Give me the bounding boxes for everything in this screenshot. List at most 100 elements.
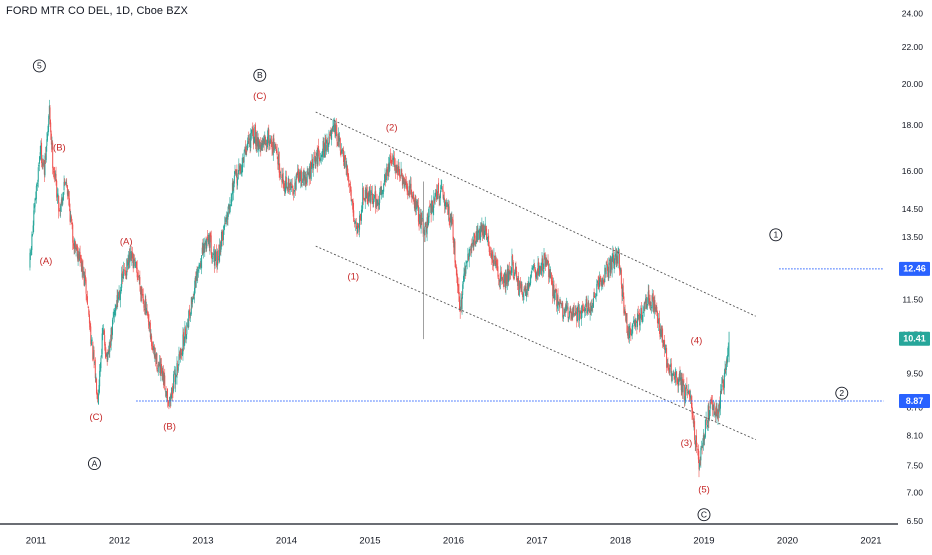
y-tick-label: 14.50 bbox=[902, 204, 924, 214]
candle-body bbox=[324, 137, 326, 152]
candle-body bbox=[645, 298, 647, 304]
candle-body bbox=[160, 365, 162, 375]
candle-body bbox=[147, 313, 149, 322]
candle-body bbox=[159, 361, 161, 376]
candle-body bbox=[80, 257, 82, 259]
candle-body bbox=[53, 171, 55, 173]
candle-body bbox=[39, 152, 41, 155]
candle-body bbox=[195, 271, 197, 281]
candle-body bbox=[494, 258, 496, 266]
candle-body bbox=[696, 445, 698, 448]
candle-body bbox=[29, 252, 31, 268]
price-tag bbox=[899, 261, 930, 276]
candle-body bbox=[155, 353, 157, 361]
candle-body bbox=[203, 244, 205, 253]
candle-body bbox=[376, 198, 378, 207]
candle-body bbox=[490, 253, 492, 258]
candle-body bbox=[37, 167, 39, 182]
candle-body bbox=[47, 126, 49, 135]
candle-body bbox=[657, 321, 659, 323]
candle-body bbox=[709, 402, 711, 409]
candle-body bbox=[154, 353, 156, 357]
candle-body bbox=[314, 157, 316, 163]
candle-body bbox=[206, 236, 208, 239]
candle-body bbox=[280, 174, 282, 178]
candle-body bbox=[642, 311, 644, 322]
candle-body bbox=[132, 252, 134, 259]
candle-body bbox=[505, 273, 507, 288]
candle-body bbox=[119, 291, 121, 299]
candle-body bbox=[636, 323, 638, 328]
candle-body bbox=[716, 407, 718, 414]
candle-body bbox=[125, 273, 127, 276]
candle-body bbox=[362, 187, 364, 199]
candle-body bbox=[349, 183, 351, 186]
candle-body bbox=[329, 134, 331, 136]
candle-body bbox=[472, 242, 474, 244]
candle-body bbox=[655, 307, 657, 312]
candle-body bbox=[530, 275, 532, 284]
candle-body bbox=[614, 253, 616, 257]
candle-body bbox=[561, 302, 563, 307]
candle-body bbox=[194, 277, 196, 288]
candle-body bbox=[574, 313, 576, 315]
candle-body bbox=[704, 436, 706, 439]
candle-body bbox=[630, 329, 632, 337]
candle-body bbox=[327, 142, 329, 151]
candle-body bbox=[328, 136, 330, 145]
circle-wave-marker bbox=[87, 457, 101, 471]
candle-body bbox=[467, 253, 469, 261]
candle-body bbox=[201, 255, 203, 269]
candle-body bbox=[403, 177, 405, 187]
candle-body bbox=[358, 225, 360, 232]
candle-body bbox=[486, 238, 488, 241]
candle-body bbox=[51, 143, 53, 145]
candle-body bbox=[244, 148, 246, 151]
candle-body bbox=[191, 297, 193, 305]
candle-body bbox=[717, 409, 719, 418]
candle-body bbox=[298, 171, 300, 183]
candle-body bbox=[643, 303, 645, 311]
candle-body bbox=[217, 250, 219, 257]
candle-body bbox=[552, 282, 554, 297]
candle-body bbox=[30, 248, 32, 253]
candle-body bbox=[375, 198, 377, 207]
candle-body bbox=[310, 166, 312, 180]
candle-body bbox=[242, 157, 244, 163]
candle-body bbox=[695, 435, 697, 446]
candle-body bbox=[415, 200, 417, 210]
candle-body bbox=[248, 138, 250, 140]
y-tick-label: 7.00 bbox=[906, 487, 923, 497]
candle-body bbox=[375, 190, 377, 208]
candle-body bbox=[129, 252, 131, 263]
candle-body bbox=[341, 149, 343, 153]
candle-body bbox=[389, 155, 391, 157]
candle-body bbox=[656, 306, 658, 312]
candle-body bbox=[635, 319, 637, 328]
candle-body bbox=[499, 278, 501, 283]
candle-body bbox=[491, 253, 493, 258]
candle-body bbox=[482, 225, 484, 236]
candle-body bbox=[229, 203, 231, 210]
candle-body bbox=[510, 270, 512, 275]
candle-body bbox=[641, 319, 643, 321]
candle-body bbox=[235, 169, 237, 174]
candle-body bbox=[180, 348, 182, 356]
circle-wave-label: A bbox=[92, 458, 98, 468]
candle-body bbox=[347, 173, 349, 177]
candle-body bbox=[719, 390, 721, 409]
candle-body bbox=[724, 367, 726, 375]
candle-body bbox=[172, 392, 174, 394]
candle-body bbox=[207, 238, 209, 243]
candle-body bbox=[151, 346, 153, 350]
candle-body bbox=[557, 295, 559, 305]
candle-body bbox=[586, 310, 588, 314]
candle-body bbox=[237, 173, 239, 180]
candle-body bbox=[445, 200, 447, 203]
candle-body bbox=[208, 234, 210, 245]
candle-body bbox=[248, 138, 250, 140]
candle-body bbox=[255, 139, 257, 146]
candle-body bbox=[37, 182, 39, 184]
